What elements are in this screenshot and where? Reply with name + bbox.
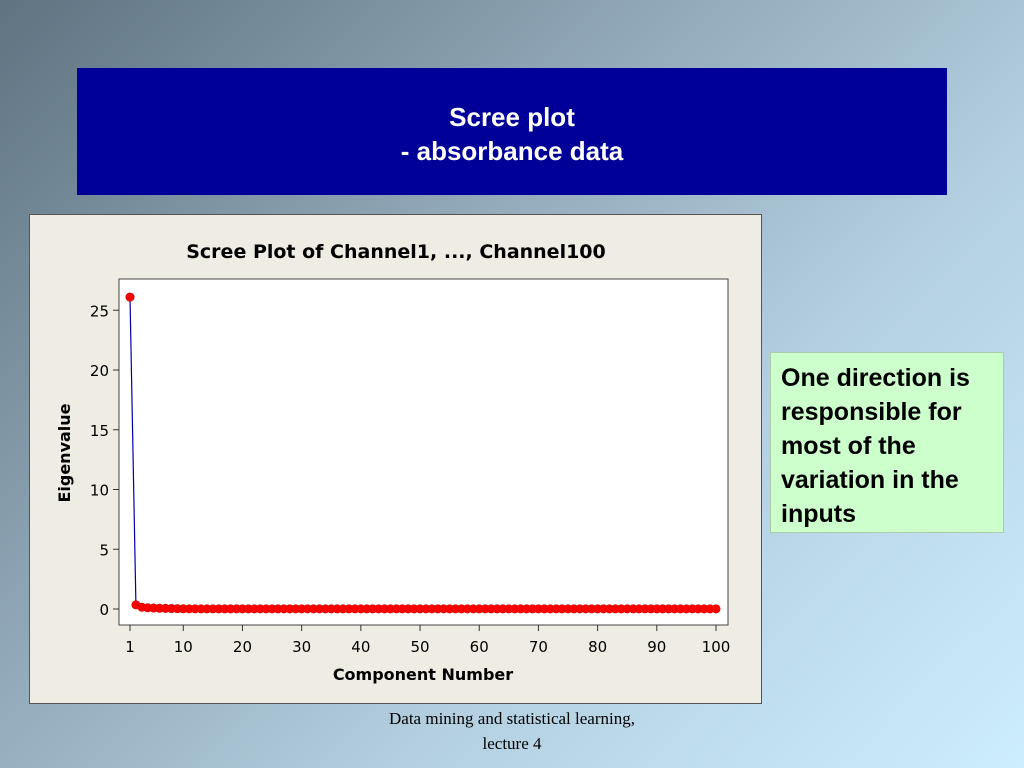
- footer-line-1: Data mining and statistical learning,: [389, 709, 635, 728]
- y-tick-label: 0: [99, 601, 109, 619]
- x-tick-label: 1: [125, 638, 135, 656]
- x-tick-label: 50: [410, 638, 429, 656]
- chart-axes: 0 5 10 15 20 25 1 10 20 30 40 50 60 70 80 90 100: [90, 302, 730, 656]
- scree-plot-chart: Scree Plot of Channel1, ..., Channel100 …: [55, 241, 730, 684]
- x-tick-label: 90: [647, 638, 666, 656]
- slide-title-line-1: Scree plot: [449, 102, 575, 132]
- slide-title-line-2: - absorbance data: [400, 136, 624, 166]
- chart-title: Scree Plot of Channel1, ..., Channel100: [186, 241, 606, 263]
- x-tick-label: 100: [702, 638, 731, 656]
- footer-line-2: lecture 4: [482, 734, 542, 753]
- x-tick-label: 70: [529, 638, 548, 656]
- y-axis-label: Eigenvalue: [55, 403, 74, 502]
- y-tick-label: 20: [90, 362, 109, 380]
- x-tick-label: 30: [292, 638, 311, 656]
- y-tick-label: 5: [99, 541, 109, 559]
- slide-footer: Data mining and statistical learning, le…: [340, 706, 684, 756]
- x-tick-label: 20: [233, 638, 252, 656]
- scree-plot-panel: Scree Plot of Channel1, ..., Channel100 …: [29, 214, 762, 704]
- x-axis-label: Component Number: [333, 665, 513, 684]
- y-tick-label: 25: [90, 302, 109, 320]
- data-point: [125, 292, 135, 302]
- y-tick-label: 15: [90, 422, 109, 440]
- x-tick-label: 10: [174, 638, 193, 656]
- data-point: [711, 604, 721, 614]
- y-tick-label: 10: [90, 482, 109, 500]
- slide-title: Scree plot - absorbance data: [77, 68, 947, 195]
- note-box: One direction is responsible for most of…: [770, 352, 1004, 533]
- x-tick-label: 80: [588, 638, 607, 656]
- x-tick-label: 40: [351, 638, 370, 656]
- chart-series: [125, 292, 721, 614]
- note-text: One direction is responsible for most of…: [781, 364, 970, 528]
- plot-area: [118, 278, 729, 626]
- x-tick-label: 60: [470, 638, 489, 656]
